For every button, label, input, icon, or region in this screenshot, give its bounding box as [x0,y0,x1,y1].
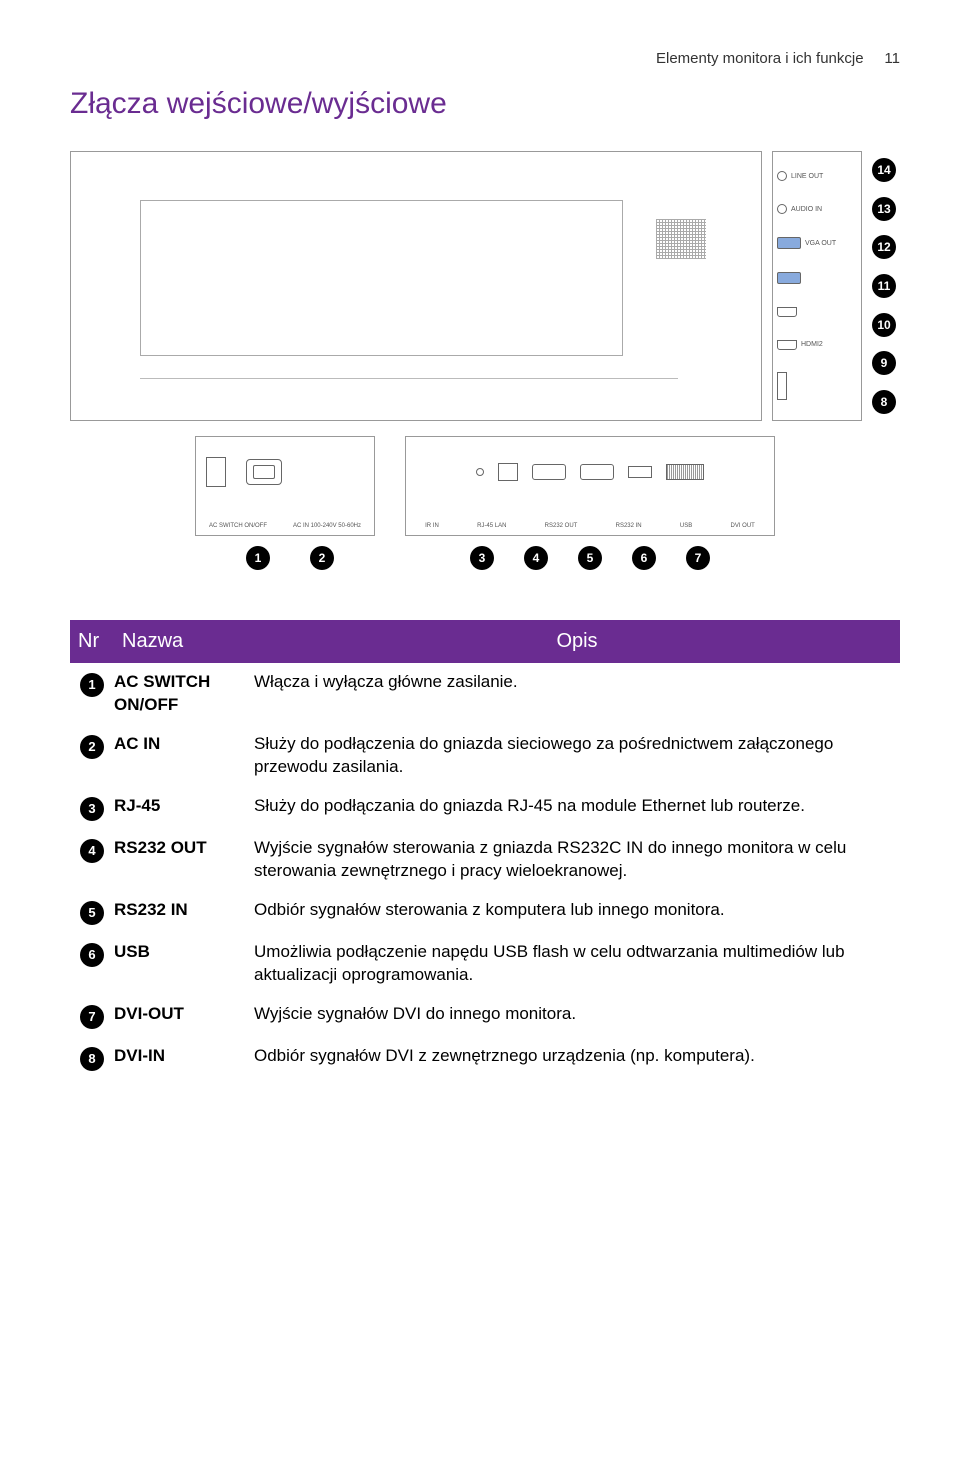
badge-5: 5 [578,546,602,570]
badge-8: 8 [872,390,896,414]
table-row: 5 RS232 IN Odbiór sygnałów sterowania z … [70,891,900,933]
row-desc: Służy do podłączenia do gniazda sieciowe… [254,733,900,779]
main-title: Złącza wejściowe/wyjściowe [70,87,900,121]
th-nr: Nr [70,626,114,657]
rj45-icon [498,463,518,481]
port-10 [777,307,857,317]
row-desc: Włącza i wyłącza główne zasilanie. [254,671,900,717]
ir-in-icon [476,468,484,476]
port-11 [777,272,857,284]
io-panel: IR IN RJ-45 LAN RS232 OUT RS232 IN USB D… [405,436,775,536]
row-name: RS232 OUT [114,837,254,883]
row-desc: Służy do podłączania do gniazda RJ-45 na… [254,795,900,821]
row-name: DVI-IN [114,1045,254,1071]
row-badge: 3 [80,797,104,821]
diagram-area: LINE OUT AUDIO IN VGA OUT HDMI2 14 13 12… [70,151,900,570]
badge-13: 13 [872,197,896,221]
row-name: USB [114,941,254,987]
row-name: DVI-OUT [114,1003,254,1029]
row-badge: 1 [80,673,104,697]
table-row: 7 DVI-OUT Wyjście sygnałów DVI do innego… [70,995,900,1037]
row-desc: Umożliwia podłączenie napędu USB flash w… [254,941,900,987]
table-row: 6 USB Umożliwia podłączenie napędu USB f… [70,933,900,995]
row-badge: 7 [80,1005,104,1029]
panel-a-label-1: AC IN 100-240V 50-60Hz [293,523,361,529]
panel-b-label-2: RS232 OUT [545,523,578,529]
port-vga-out: VGA OUT [777,237,857,249]
row-badge: 4 [80,839,104,863]
badge-7: 7 [686,546,710,570]
row-desc: Odbiór sygnałów DVI z zewnętrznego urząd… [254,1045,900,1071]
page-number: 11 [884,50,900,67]
panel-b-label-3: RS232 IN [616,523,642,529]
table-row: 1 AC SWITCH ON/OFF Włącza i wyłącza głów… [70,663,900,725]
th-nazwa: Nazwa [114,626,254,657]
table-row: 3 RJ-45 Służy do podłączania do gniazda … [70,787,900,829]
panel-b-label-1: RJ-45 LAN [477,523,506,529]
badge-3: 3 [470,546,494,570]
power-panel: AC SWITCH ON/OFF AC IN 100-240V 50-60Hz [195,436,375,536]
table-row: 2 AC IN Służy do podłączenia do gniazda … [70,725,900,787]
badge-9: 9 [872,351,896,375]
side-badges: 14 13 12 11 10 9 8 [872,151,900,421]
panel-b-label-4: USB [680,523,692,529]
row-badge: 6 [80,943,104,967]
side-ports-panel: LINE OUT AUDIO IN VGA OUT HDMI2 [772,151,862,421]
row-name: RS232 IN [114,899,254,925]
ac-switch-icon [206,457,226,487]
rs232-out-icon [532,464,566,480]
badge-4: 4 [524,546,548,570]
row-name: AC IN [114,733,254,779]
badge-6: 6 [632,546,656,570]
table-header: Nr Nazwa Opis [70,620,900,663]
badge-12: 12 [872,235,896,259]
badge-11: 11 [872,274,896,298]
row-desc: Wyjście sygnałów DVI do innego monitora. [254,1003,900,1029]
vent-icon [656,219,706,259]
badge-14: 14 [872,158,896,182]
row-badge: 8 [80,1047,104,1071]
panel-a-label-0: AC SWITCH ON/OFF [209,523,267,529]
usb-icon [628,466,652,478]
row-desc: Wyjście sygnałów sterowania z gniazda RS… [254,837,900,883]
bottom-strip [140,378,678,388]
badge-1: 1 [246,546,270,570]
dvi-out-icon [666,464,704,480]
port-audio-in: AUDIO IN [777,204,857,214]
header-text: Elementy monitora i ich funkcje [656,50,864,67]
row-badge: 5 [80,901,104,925]
port-8 [777,372,857,400]
badge-10: 10 [872,313,896,337]
port-line-out: LINE OUT [777,171,857,181]
row-name: RJ-45 [114,795,254,821]
page-header: Elementy monitora i ich funkcje 11 [70,50,900,67]
row-badge: 2 [80,735,104,759]
port-hdmi2: HDMI2 [777,340,857,350]
panel-b-label-0: IR IN [425,523,439,529]
row-desc: Odbiór sygnałów sterowania z komputera l… [254,899,900,925]
monitor-back-panel [70,151,762,421]
connector-table: Nr Nazwa Opis 1 AC SWITCH ON/OFF Włącza … [70,620,900,1079]
panel-b-label-5: DVI OUT [731,523,755,529]
th-opis: Opis [254,626,900,657]
rs232-in-icon [580,464,614,480]
table-row: 8 DVI-IN Odbiór sygnałów DVI z zewnętrzn… [70,1037,900,1079]
ac-inlet-icon [246,459,282,485]
inner-panel [140,200,623,355]
badge-2: 2 [310,546,334,570]
row-name: AC SWITCH ON/OFF [114,671,254,717]
table-row: 4 RS232 OUT Wyjście sygnałów sterowania … [70,829,900,891]
